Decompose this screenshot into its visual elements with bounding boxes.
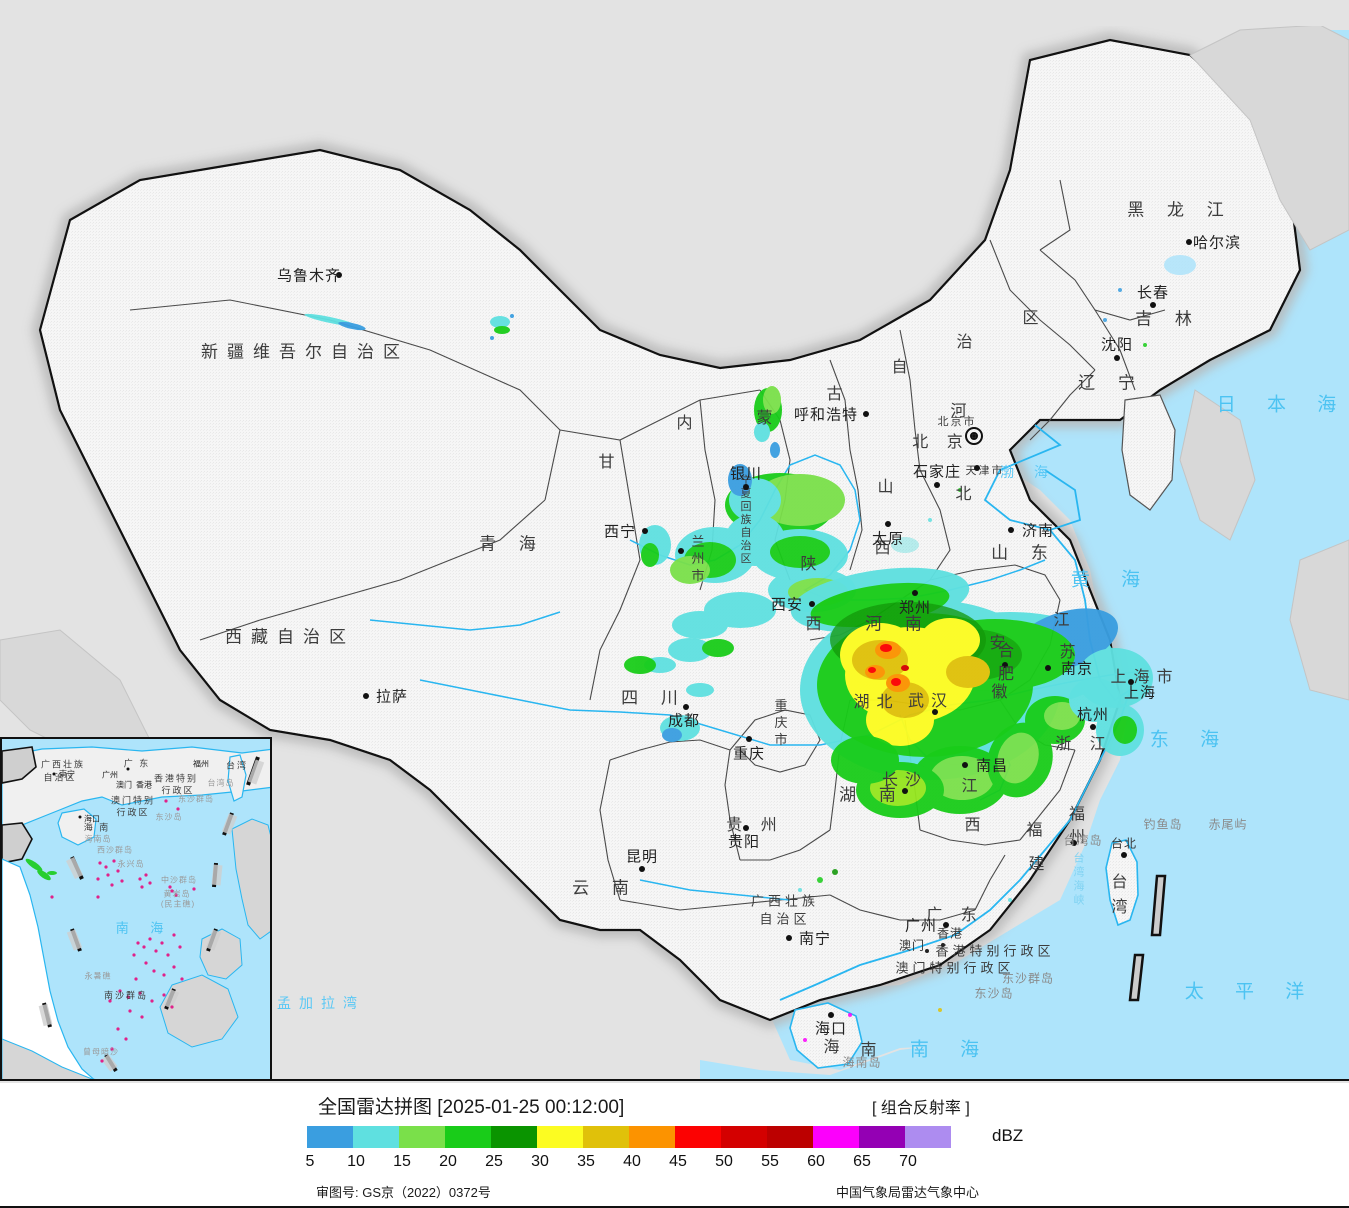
city-dot-urumqi — [336, 272, 342, 278]
city-dot-haikou — [828, 1012, 834, 1018]
colorbar-swatch-35-40 — [583, 1126, 629, 1148]
colorbar-swatch-65-70 — [859, 1126, 905, 1148]
colorbar-swatch-60-65 — [813, 1126, 859, 1148]
colorbar-tick-35: 35 — [577, 1153, 595, 1170]
city-dot-hohhot — [863, 411, 869, 417]
city-dot-wuhan — [932, 709, 938, 715]
island-markers — [1128, 874, 1167, 1002]
city-dot-hefei — [1002, 662, 1008, 668]
issuing-agency: 中国气象局雷达气象中心 — [836, 1185, 980, 1200]
map-approval-number: 审图号: GS京（2022）0372号 — [316, 1185, 491, 1200]
colorbar-swatch-10-15 — [353, 1126, 399, 1148]
colorbar-tick-45: 45 — [669, 1153, 687, 1170]
hainan-island — [789, 1002, 863, 1069]
city-dot-hangzhou — [1090, 724, 1096, 730]
legend-product: [ 组合反射率 ] — [872, 1100, 970, 1117]
reflectivity-colorbar[interactable] — [307, 1126, 951, 1148]
city-dot-taipei — [1121, 852, 1127, 858]
city-dot-zhengzhou — [912, 590, 918, 596]
colorbar-tick-40: 40 — [623, 1153, 641, 1170]
colorbar-swatch-40-45 — [629, 1126, 675, 1148]
city-dot-lanzhou — [678, 548, 684, 554]
city-dot-xining — [642, 528, 648, 534]
colorbar-unit-label: dBZ — [992, 1126, 1024, 1145]
city-dot-tianjin — [974, 465, 980, 471]
colorbar-swatch-55-60 — [767, 1126, 813, 1148]
legend-title: 全国雷达拼图 [2025-01-25 00:12:00] — [318, 1097, 625, 1118]
colorbar-swatch-25-30 — [491, 1126, 537, 1148]
city-dot-nanjing — [1045, 665, 1051, 671]
city-dot-macau — [925, 949, 929, 953]
colorbar-swatch-45-50 — [675, 1126, 721, 1148]
city-dot-fuzhou — [1071, 840, 1077, 846]
colorbar-swatch-20-25 — [445, 1126, 491, 1148]
city-dot-changsha — [902, 788, 908, 794]
colorbar-tick-15: 15 — [393, 1153, 411, 1170]
city-dot-lhasa — [363, 693, 369, 699]
city-dot-shenyang — [1114, 355, 1120, 361]
colorbar-tick-5: 5 — [305, 1153, 315, 1170]
city-dot-harbin — [1186, 239, 1192, 245]
taiwan-island — [1105, 839, 1139, 927]
inset-city-dot-nanning — [52, 772, 56, 776]
china-map-canvas — [0, 0, 1349, 1079]
colorbar-tick-60: 60 — [807, 1153, 825, 1170]
inset-city-dot-haikou — [78, 815, 82, 819]
colorbar-tick-70: 70 — [899, 1153, 917, 1170]
colorbar-swatch-70-75 — [905, 1126, 951, 1148]
map-area[interactable]: 新疆维吾尔自治区 西藏自治区 青 海 甘 内 蒙 古 自 治 区 黑 龙 江 吉… — [0, 0, 1349, 1081]
korea-peninsula — [1121, 394, 1176, 511]
colorbar-tick-55: 55 — [761, 1153, 779, 1170]
colorbar-swatch-30-35 — [537, 1126, 583, 1148]
inset-city-dot-guangzhou — [126, 767, 130, 771]
inset-canvas — [2, 739, 270, 1079]
radar-echo-layer — [304, 255, 1196, 1042]
city-dot-chongqing — [746, 736, 752, 742]
city-dot-shijiazhuang — [934, 482, 940, 488]
city-dot-kunming — [639, 866, 645, 872]
neighbor-countries — [0, 24, 1349, 761]
city-dot-guiyang — [743, 825, 749, 831]
colorbar-swatch-50-55 — [721, 1126, 767, 1148]
legend-panel: 全国雷达拼图 [2025-01-25 00:12:00] [ 组合反射率 ] d… — [0, 1083, 1349, 1208]
colorbar-tick-25: 25 — [485, 1153, 503, 1170]
city-dot-taiyuan — [885, 521, 891, 527]
colorbar-tick-20: 20 — [439, 1153, 457, 1170]
beijing-capital-marker — [965, 427, 985, 447]
colorbar-tick-50: 50 — [715, 1153, 733, 1170]
city-dot-xian — [809, 601, 815, 607]
city-dot-nanchang — [962, 762, 968, 768]
city-dot-hongkong — [941, 943, 945, 947]
city-dot-shanghai — [1128, 679, 1134, 685]
city-dot-jinan — [1008, 527, 1014, 533]
city-dot-guangzhou — [943, 922, 949, 928]
south-china-sea-inset-map[interactable]: 广西壮族 自治区 广 东 香港特别 行政区 澳门特别 行政区 海 南 台湾 南宁… — [0, 737, 272, 1079]
colorbar-tick-65: 65 — [853, 1153, 871, 1170]
city-dot-chengdu — [683, 704, 689, 710]
colorbar-swatch-15-20 — [399, 1126, 445, 1148]
city-dot-yinchuan — [743, 484, 749, 490]
colorbar-swatch-5-10 — [307, 1126, 353, 1148]
city-dot-changchun — [1150, 302, 1156, 308]
colorbar-tick-10: 10 — [347, 1153, 365, 1170]
city-dot-nanning — [786, 935, 792, 941]
colorbar-tick-30: 30 — [531, 1153, 549, 1170]
